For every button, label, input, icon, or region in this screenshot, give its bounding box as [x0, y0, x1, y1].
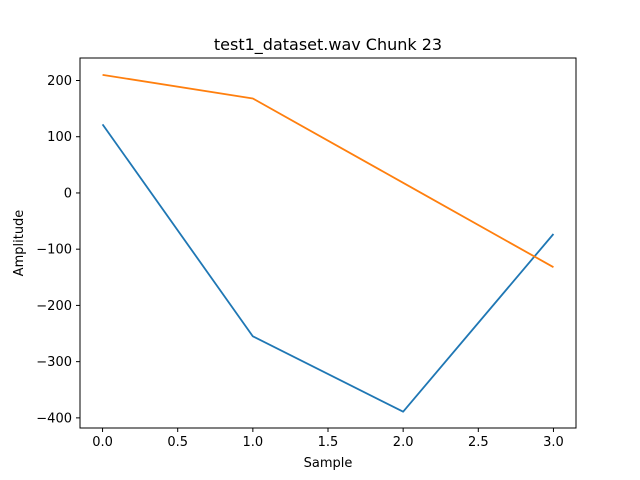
- y-tick-label: −100: [36, 243, 72, 258]
- series-line-1: [101, 123, 555, 413]
- y-tick-label: 100: [47, 130, 72, 145]
- y-axis-label: Amplitude: [12, 210, 27, 277]
- y-tick-label: −300: [36, 355, 72, 370]
- x-tick-label: 2.0: [393, 435, 414, 450]
- x-tick-label: 0.0: [92, 435, 113, 450]
- series-line-2: [102, 73, 554, 268]
- x-tick-label: 1.5: [318, 435, 339, 450]
- y-tick-label: −400: [36, 411, 72, 426]
- y-axis: −400 −300 −200 −100 0 100 200: [36, 74, 80, 426]
- series-layer: [101, 73, 555, 413]
- chart-title: test1_dataset.wav Chunk 23: [214, 35, 442, 55]
- x-axis-label: Sample: [304, 456, 353, 471]
- y-tick-label: 200: [47, 74, 72, 89]
- x-tick-label: 1.0: [243, 435, 264, 450]
- y-tick-label: 0: [64, 186, 72, 201]
- x-tick-label: 0.5: [167, 435, 188, 450]
- x-axis: 0.0 0.5 1.0 1.5 2.0 2.5 3.0: [92, 428, 564, 450]
- y-tick-label: −200: [36, 299, 72, 314]
- x-tick-label: 3.0: [543, 435, 564, 450]
- x-tick-label: 2.5: [468, 435, 489, 450]
